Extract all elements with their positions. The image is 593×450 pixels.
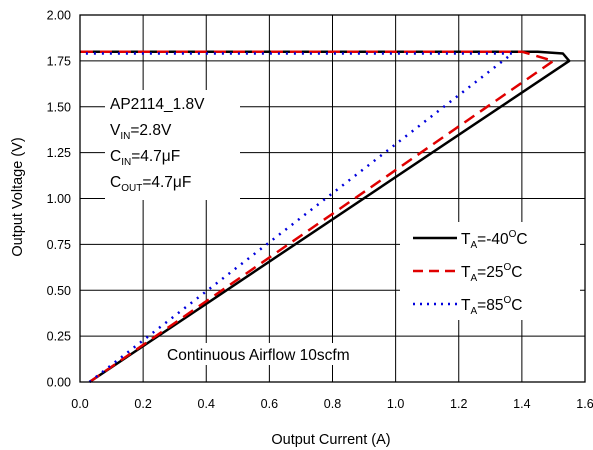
legend-2-value: =85 [477,297,503,314]
cin-main: C [110,148,121,165]
x-tick-label: 1.2 [450,397,467,411]
x-axis-title: Output Current (A) [271,432,390,448]
legend-0-sup: O [509,229,517,240]
legend-0-unit: C [516,231,527,248]
airflow-box [160,343,392,365]
annotation-box [105,90,240,200]
x-tick-label: 1.0 [387,397,404,411]
series-lines [80,50,571,384]
legend-2-sub: A [470,306,477,317]
legend-1-main: T [461,264,471,281]
y-tick-label: 0.00 [47,376,71,390]
x-tick-label: 1.4 [513,397,530,411]
y-tick-label: 0.75 [47,238,71,252]
series-line-1 [80,50,555,384]
cin-label: CIN=4.7μF [110,148,180,168]
y-tick-label: 1.00 [47,192,71,206]
x-tick-label: 0.8 [324,397,341,411]
x-tick-label: 0.6 [261,397,278,411]
legend-item-1: TA=25OC [413,262,522,284]
legend-1-unit: C [511,264,522,281]
legend-label-0: TA=-40OC [461,229,528,251]
vin-label: VIN=2.8V [110,122,172,142]
y-axis-title: Output Voltage (V) [10,137,26,256]
cout-main: C [110,174,121,191]
x-tick-label: 0.0 [71,397,88,411]
legend-1-sup: O [503,262,511,273]
x-tick-label: 0.4 [198,397,215,411]
legend-1-value: =25 [477,264,503,281]
x-tick-label: 0.2 [134,397,151,411]
cout-value: =4.7μF [142,174,191,191]
cout-sub: OUT [121,183,142,194]
y-tick-labels: 0.00 0.25 0.50 0.75 1.00 1.25 1.50 1.75 2.00 [47,9,71,390]
vin-value: =2.8V [130,122,172,139]
y-tick-label: 0.50 [47,284,71,298]
legend-2-main: T [461,297,471,314]
x-tick-label: 1.6 [576,397,593,411]
y-tick-label: 1.25 [47,146,71,160]
plot-frame [79,14,586,383]
legend-2-sup: O [503,295,511,306]
cin-sub: IN [121,157,131,168]
y-tick-label: 1.50 [47,100,71,114]
cout-label: COUT=4.7μF [110,174,191,194]
y-tick-label: 1.75 [47,54,71,68]
device-label: AP2114_1.8V [110,96,205,113]
legend-0-value: =-40 [477,231,509,248]
legend-1-sub: A [470,273,477,284]
legend-item-0: TA=-40OC [413,229,528,251]
cin-value: =4.7μF [131,148,180,165]
legend-label-2: TA=85OC [461,295,522,317]
y-tick-label: 2.00 [47,9,71,23]
y-tick-label: 0.25 [47,330,71,344]
legend: TA=-40OC TA=25OC TA=85OC [400,222,580,320]
x-tick-labels: 0.0 0.2 0.4 0.6 0.8 1.0 1.2 1.4 1.6 [71,397,593,411]
legend-item-2: TA=85OC [413,295,522,317]
legend-2-unit: C [511,297,522,314]
vin-main: V [110,122,121,139]
airflow-label: Continuous Airflow 10scfm [167,347,350,364]
vin-sub: IN [120,131,130,142]
legend-0-main: T [461,231,471,248]
legend-label-1: TA=25OC [461,262,522,284]
legend-0-sub: A [470,240,477,251]
